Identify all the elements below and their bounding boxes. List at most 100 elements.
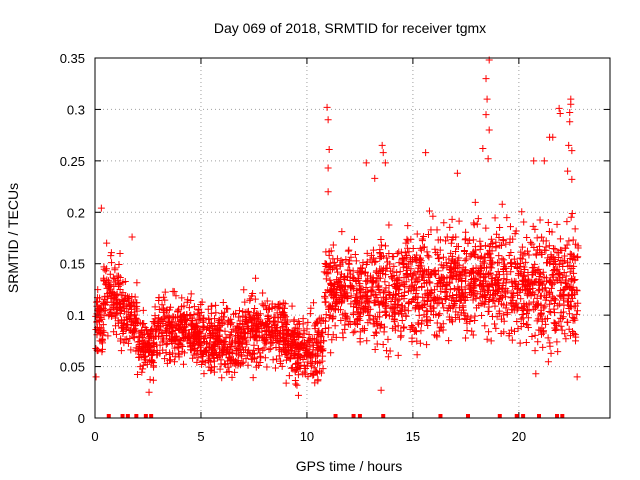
data-point (418, 301, 426, 309)
data-point (99, 321, 107, 329)
data-point (376, 289, 384, 297)
data-point (190, 303, 198, 311)
data-point (491, 214, 499, 222)
data-point (561, 278, 569, 286)
data-point (330, 281, 338, 289)
data-point (434, 267, 442, 275)
data-point (498, 255, 506, 263)
data-point (414, 319, 422, 327)
data-point (372, 329, 380, 337)
data-point (163, 339, 171, 347)
data-point (146, 376, 154, 384)
data-point (421, 267, 429, 275)
data-point (343, 289, 351, 297)
data-point (487, 235, 495, 243)
data-point (496, 223, 504, 231)
data-point (263, 335, 271, 343)
data-point (241, 298, 249, 306)
data-point (356, 294, 364, 302)
data-point (176, 312, 184, 320)
data-point-outlier (483, 95, 491, 103)
data-point (570, 269, 578, 277)
data-point-outlier (555, 104, 563, 112)
data-point (151, 303, 159, 311)
data-point (340, 293, 348, 301)
data-point (413, 337, 421, 345)
data-point (413, 230, 421, 238)
data-point (92, 298, 100, 306)
data-point (533, 301, 541, 309)
data-point (521, 277, 529, 285)
data-point (449, 291, 457, 299)
data-point (342, 256, 350, 264)
data-point (412, 274, 420, 282)
data-point (453, 291, 461, 299)
data-point (485, 328, 493, 336)
data-point (542, 287, 550, 295)
data-point (244, 307, 252, 315)
data-point (461, 277, 469, 285)
data-point (521, 265, 529, 273)
data-point (481, 242, 489, 250)
data-point (204, 305, 212, 313)
data-point (393, 275, 401, 283)
data-point (462, 228, 470, 236)
data-point (467, 251, 475, 259)
data-point (568, 209, 576, 217)
data-point (470, 219, 478, 227)
zero-value-marker (351, 414, 356, 418)
data-point (263, 323, 271, 331)
data-point (511, 230, 519, 238)
data-point (458, 277, 466, 285)
data-point (304, 318, 312, 326)
data-point (405, 287, 413, 295)
data-point (265, 314, 273, 322)
data-point (570, 329, 578, 337)
data-point (276, 360, 284, 368)
data-point (379, 300, 387, 308)
data-point (368, 288, 376, 296)
data-point (545, 242, 553, 250)
data-point (193, 358, 201, 366)
data-point (344, 294, 352, 302)
data-point (503, 270, 511, 278)
data-point-outlier (565, 141, 573, 149)
data-point (302, 342, 310, 350)
data-point (125, 315, 133, 323)
data-point (529, 222, 537, 230)
y-tick-label: 0.3 (67, 102, 85, 117)
data-point-outlier (294, 391, 302, 399)
data-point-outlier (566, 118, 574, 126)
data-point (218, 351, 226, 359)
data-point (305, 331, 313, 339)
data-point (434, 280, 442, 288)
data-point (387, 297, 395, 305)
data-point (190, 351, 198, 359)
data-point (240, 346, 248, 354)
data-point (101, 301, 109, 309)
data-point (293, 333, 301, 341)
data-point (336, 274, 344, 282)
data-point (467, 314, 475, 322)
data-point (480, 277, 488, 285)
data-point (483, 335, 491, 343)
data-point (322, 298, 330, 306)
data-point (403, 244, 411, 252)
data-point (139, 361, 147, 369)
data-point (295, 325, 303, 333)
data-point (132, 299, 140, 307)
data-point (415, 320, 423, 328)
data-point-outlier (540, 157, 548, 165)
data-point (530, 305, 538, 313)
data-point (422, 307, 430, 315)
data-point (417, 327, 425, 335)
data-point (166, 356, 174, 364)
data-point (521, 286, 529, 294)
data-point (107, 252, 115, 260)
data-point (441, 288, 449, 296)
data-point (377, 252, 385, 260)
data-point (321, 260, 329, 268)
data-point (274, 337, 282, 345)
data-point (433, 299, 441, 307)
data-point (149, 339, 157, 347)
